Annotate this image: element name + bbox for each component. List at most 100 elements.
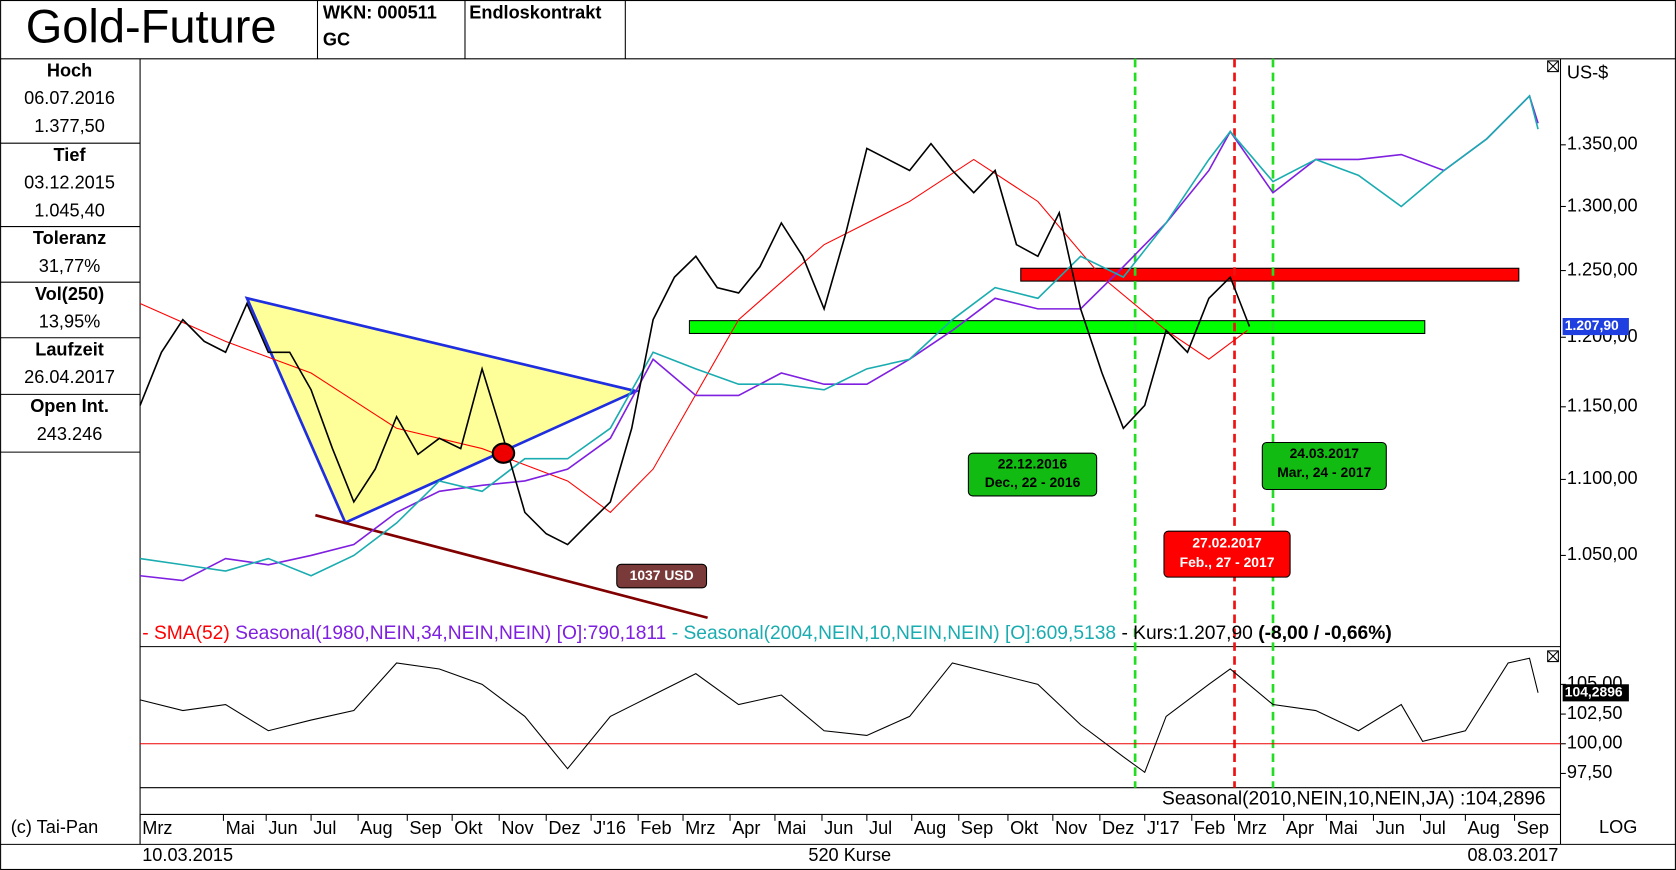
annotations: 22.12.2016 Dec., 22 - 2016 24.03.2017 Ma… [491, 441, 1387, 589]
marker [491, 442, 516, 464]
series-line [139, 657, 1539, 774]
x-tick-label: Feb [1194, 818, 1225, 838]
date-box-text: 22.12.2016 [998, 456, 1068, 472]
stat-value: 03.12.2015 [24, 173, 115, 193]
stat-label: Laufzeit [35, 339, 104, 359]
x-tick-label: Apr [732, 818, 760, 838]
x-tick-label: Nov [501, 818, 534, 838]
triangle [244, 296, 641, 525]
price-box [616, 563, 708, 589]
legend-entry: - Seasonal(2004,NEIN,10,NEIN,NEIN) [O]:6… [672, 623, 1116, 644]
value-badge [1562, 684, 1629, 702]
x-tick-label: Sep [961, 818, 993, 838]
x-tick-label: Aug [1468, 818, 1500, 838]
legend: - SMA(52) Seasonal(1980,NEIN,34,NEIN,NEI… [142, 623, 1392, 644]
x-tick-label: Feb [640, 818, 671, 838]
scale-mode: LOG [1599, 817, 1637, 837]
x-tick-label: J'17 [1147, 818, 1180, 838]
drawings [244, 58, 1520, 788]
stat-value: 06.07.2016 [24, 88, 115, 108]
copyright: (c) Tai-Pan [11, 817, 98, 837]
x-tick-label: Jul [869, 818, 892, 838]
series-line [139, 158, 1248, 514]
x-tick-label: J'16 [593, 818, 626, 838]
x-tick-label: Mai [777, 818, 806, 838]
trend-line [315, 513, 708, 620]
date-box-text: Feb., 27 - 2017 [1180, 554, 1275, 570]
x-tick-label: Mai [226, 818, 255, 838]
legend: Seasonal(2010,NEIN,10,NEIN,JA) :104,2896 [1162, 789, 1546, 810]
x-tick-label: Jun [268, 818, 297, 838]
x-tick-label: Aug [360, 818, 392, 838]
stat-value: 243.246 [37, 424, 103, 444]
x-tick-label: Mrz [142, 818, 172, 838]
x-tick-label: Okt [454, 818, 482, 838]
x-tick-label: Dez [1102, 818, 1134, 838]
legend-entry: Seasonal(1980,NEIN,34,NEIN,NEIN) [O]:790… [235, 623, 666, 644]
stat-value: 31,77% [39, 256, 101, 276]
date-box-text: 27.02.2017 [1192, 535, 1262, 551]
stat-label: Hoch [47, 60, 92, 80]
value-badge [1562, 317, 1629, 336]
date-box [1261, 441, 1387, 491]
x-tick-label: Dez [548, 818, 580, 838]
x-tick-label: Jun [824, 818, 853, 838]
stat-value: 1.045,40 [34, 200, 105, 220]
date-box [1163, 530, 1291, 578]
y-tick-label: 1.250,00 [1567, 259, 1638, 279]
x-tick-label: Aug [914, 818, 946, 838]
series-layer [139, 94, 1561, 774]
end-date: 08.03.2017 [1467, 845, 1558, 865]
series-line [139, 94, 1539, 582]
legend-entry: - SMA(52) [142, 623, 230, 644]
x-tick-label: Mrz [1237, 818, 1267, 838]
stat-label: Tief [54, 145, 87, 165]
value-badge-text: 104,2896 [1565, 683, 1623, 699]
x-tick-label: Jul [313, 818, 336, 838]
value-badge-text: 1.207,90 [1565, 317, 1619, 333]
x-tick-label: Nov [1055, 818, 1088, 838]
y-tick-label: 1.300,00 [1567, 195, 1638, 215]
y-tick-label: 1.050,00 [1567, 544, 1638, 564]
y-tick-label: 100,00 [1567, 733, 1623, 753]
series-line [139, 142, 1251, 546]
y-tick-label: 97,50 [1567, 762, 1612, 782]
price-change: (-8,00 / -0,66%) [1258, 623, 1392, 644]
support-bar [688, 320, 1426, 334]
axis-unit: US-$ [1567, 63, 1608, 83]
x-tick-label: Jul [1423, 818, 1446, 838]
stat-value: 26.04.2017 [24, 367, 115, 387]
stat-label: Vol(250) [35, 284, 104, 304]
contract: Endloskontrakt [469, 3, 601, 23]
y-tick-label: 1.150,00 [1567, 396, 1638, 416]
stat-value: 1.377,50 [34, 116, 105, 136]
x-tick-label: Sep [1517, 818, 1549, 838]
y-tick-label: 1.100,00 [1567, 468, 1638, 488]
price-box-text: 1037 USD [630, 567, 694, 583]
stat-label: Open Int. [30, 396, 109, 416]
start-date: 10.03.2015 [142, 845, 233, 865]
bar-count: 520 Kurse [808, 845, 891, 865]
wkn: WKN: 000511 [323, 3, 437, 23]
x-tick-label: Jun [1376, 818, 1405, 838]
date-box-text: Dec., 22 - 2016 [985, 474, 1081, 490]
x-tick-label: Sep [409, 818, 441, 838]
x-tick-label: Apr [1286, 818, 1314, 838]
x-tick-label: Okt [1010, 818, 1038, 838]
stat-value: 13,95% [39, 312, 101, 332]
legend-entry: - Kurs:1.207,90 [1121, 623, 1252, 644]
date-box [967, 452, 1098, 497]
x-tick-label: Mai [1329, 818, 1358, 838]
title: Gold-Future [26, 0, 277, 52]
x-tick-label: Mrz [685, 818, 715, 838]
date-box-text: 24.03.2017 [1290, 445, 1360, 461]
date-box-text: Mar., 24 - 2017 [1277, 464, 1371, 480]
resistance-bar [1020, 267, 1520, 282]
y-tick-label: 1.350,00 [1567, 134, 1638, 154]
symbol: GC [323, 29, 350, 49]
stat-label: Toleranz [33, 228, 106, 248]
series-line [139, 94, 1539, 577]
